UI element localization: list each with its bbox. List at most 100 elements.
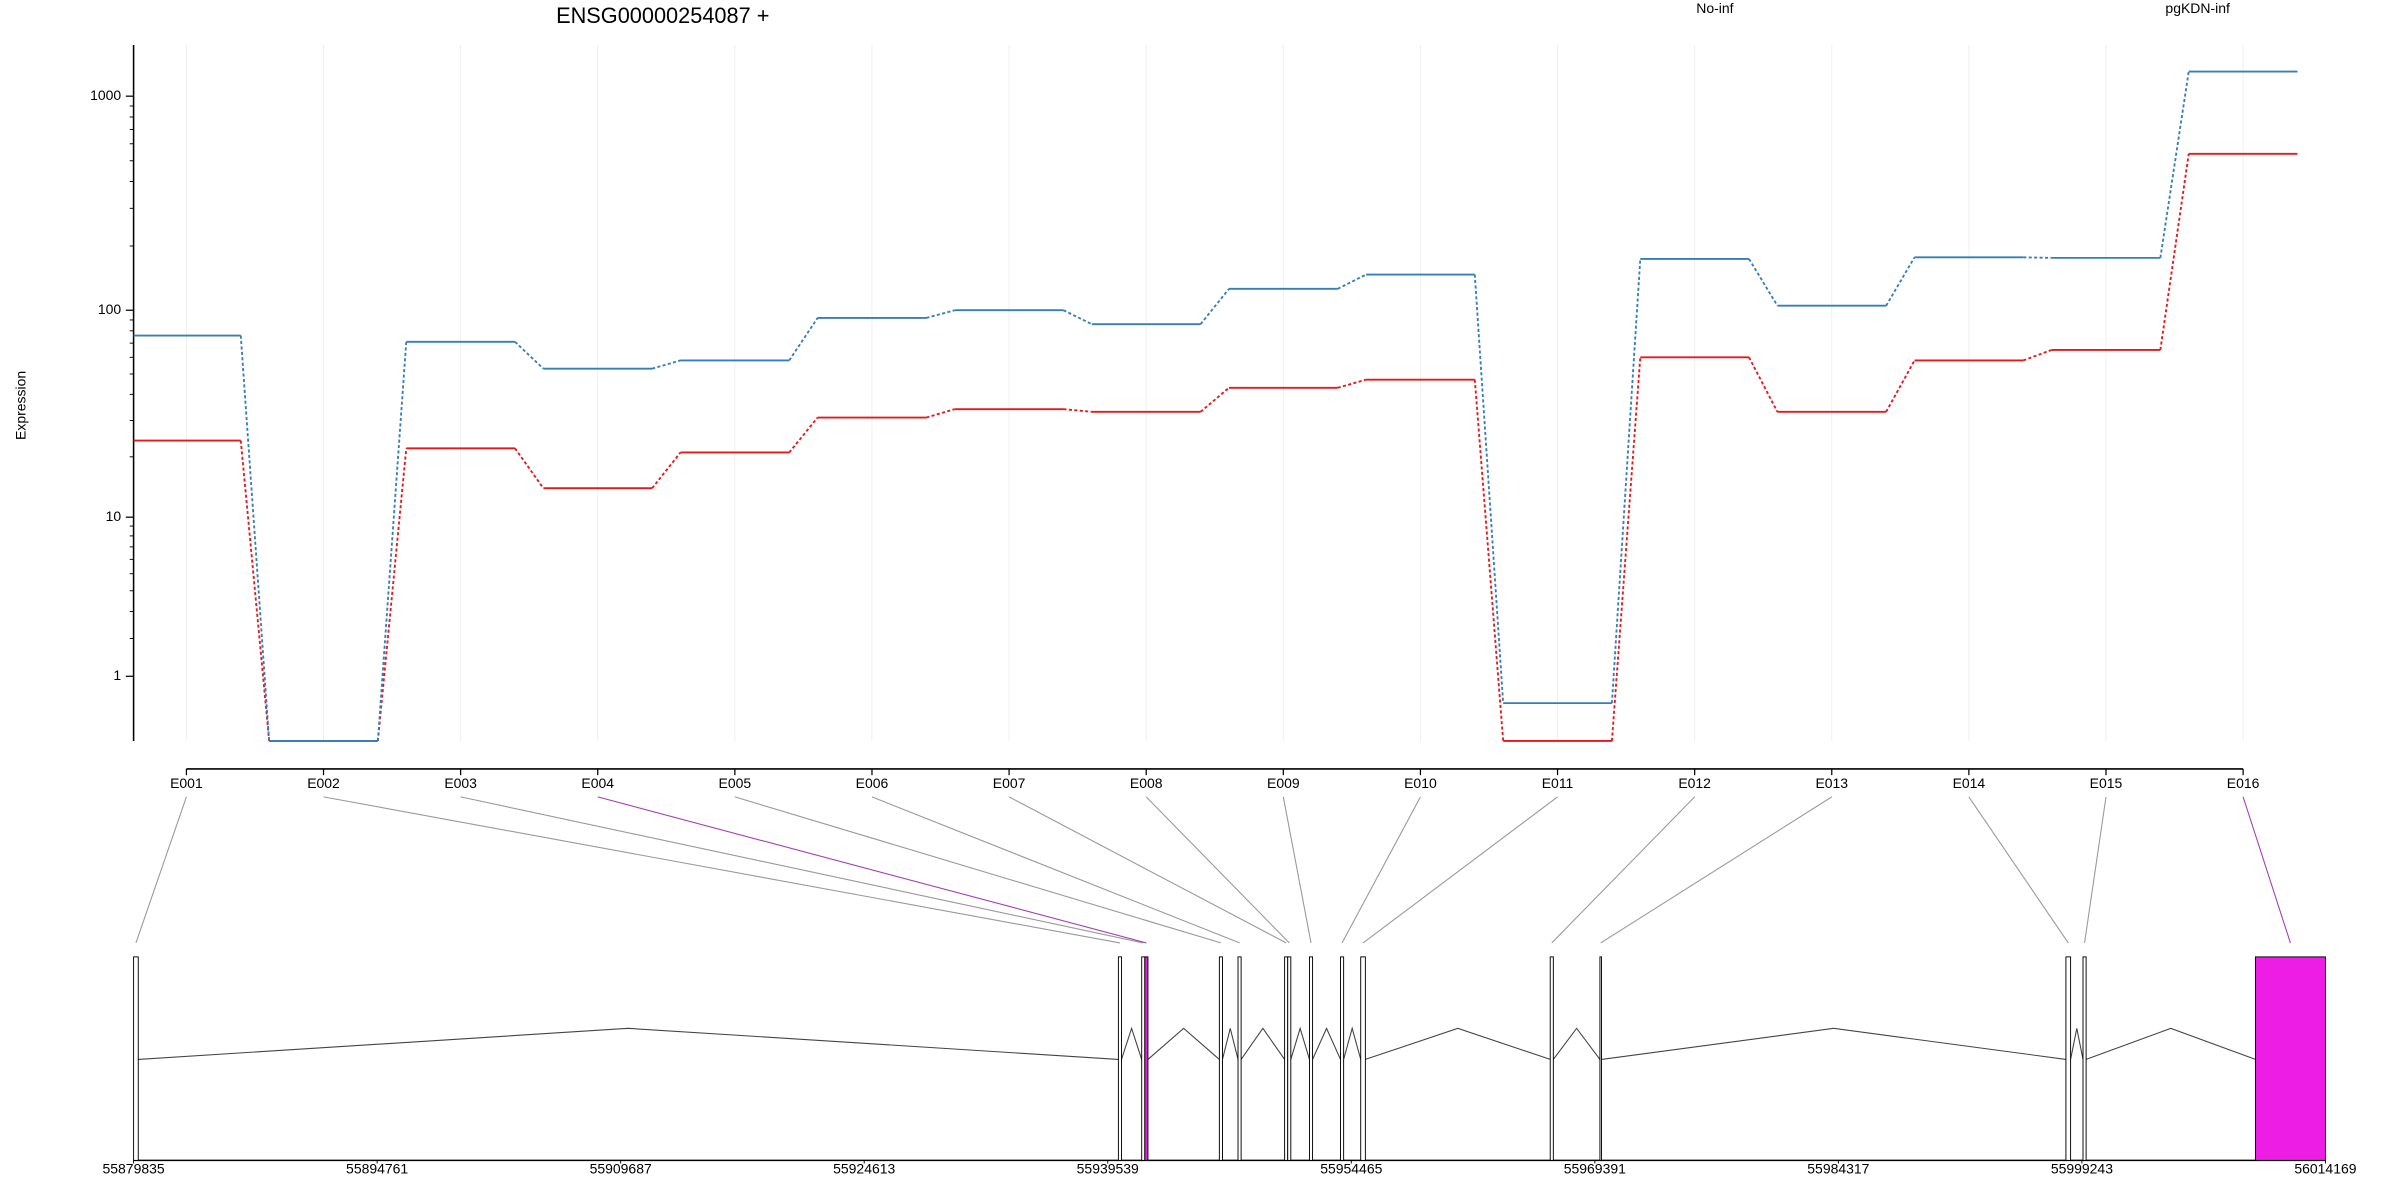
x-tick-label: E011	[1542, 775, 1574, 791]
connector	[788, 317, 819, 361]
exon-link	[597, 796, 1147, 944]
exon-link	[1362, 796, 1558, 944]
x-tick-label: E014	[1953, 775, 1986, 791]
x-tick-label: E004	[581, 775, 614, 791]
intron	[1343, 1026, 1362, 1060]
x-tick-label: E003	[444, 775, 477, 791]
connector	[1473, 379, 1505, 742]
connector	[2023, 256, 2052, 259]
exon	[1287, 956, 1292, 1161]
x-tick-label: E012	[1678, 775, 1711, 791]
connector	[1337, 378, 1367, 389]
intron	[1221, 1028, 1239, 1060]
genomic-tick-label: 55954465	[1320, 1160, 1382, 1176]
connector	[651, 451, 682, 489]
intron	[1601, 1027, 2066, 1060]
exon	[1144, 956, 1149, 1161]
x-tick-label: E010	[1404, 775, 1437, 791]
y-tick-label: 10	[106, 508, 122, 524]
genomic-tick-label: 55939539	[1077, 1160, 1139, 1176]
x-tick-label: E009	[1267, 775, 1300, 791]
connector	[2159, 153, 2190, 351]
connector	[1199, 288, 1230, 325]
exon	[133, 956, 139, 1161]
connector	[1885, 359, 1916, 413]
intron	[1552, 1027, 1601, 1060]
connector	[1473, 274, 1505, 704]
intron	[138, 1027, 1119, 1060]
genomic-tick-label: 55879835	[103, 1160, 165, 1176]
exon-link	[2242, 796, 2291, 944]
exon	[2065, 956, 2072, 1161]
connector	[2022, 349, 2052, 362]
exon-link	[1551, 796, 1696, 944]
genomic-tick-label: 55999243	[2051, 1160, 2113, 1176]
exon-link	[1145, 796, 1290, 944]
legend-label: pgKDN-inf	[2165, 0, 2230, 16]
y-axis-label: Expression	[12, 371, 28, 440]
x-tick-label: E015	[2090, 775, 2123, 791]
exon	[1599, 956, 1602, 1161]
y-tick-label: 1000	[90, 87, 121, 103]
connector	[1748, 258, 1779, 307]
exon-link	[135, 796, 187, 944]
x-tick-label: E007	[993, 775, 1026, 791]
exon	[1308, 956, 1314, 1161]
exon-link	[460, 796, 1144, 944]
connector	[788, 416, 819, 454]
connector	[1337, 273, 1367, 290]
connector	[2159, 71, 2190, 259]
connector	[239, 335, 271, 742]
intron	[1312, 1027, 1342, 1060]
x-tick-label: E008	[1130, 775, 1163, 791]
connector	[1199, 387, 1230, 413]
connector	[514, 447, 545, 489]
x-tick-label: E002	[307, 775, 340, 791]
chart-title: ENSG00000254087 +	[556, 3, 769, 28]
exon-link	[734, 796, 1222, 944]
intron	[1290, 1026, 1310, 1060]
exon-link	[1341, 796, 1421, 944]
intron	[1120, 1026, 1143, 1060]
exon	[1340, 956, 1345, 1161]
connector	[1885, 256, 1916, 307]
exon-link	[2084, 796, 2107, 943]
connector	[239, 440, 271, 742]
exon-link	[1600, 796, 1833, 944]
x-tick-label: E013	[1815, 775, 1848, 791]
intron	[2085, 1027, 2256, 1060]
connector	[1063, 309, 1093, 325]
connector	[1610, 357, 1642, 742]
connector	[376, 448, 408, 742]
x-tick-label: E005	[719, 775, 752, 791]
exon	[1141, 956, 1146, 1161]
y-tick-label: 1	[113, 667, 121, 683]
connector	[651, 359, 681, 370]
x-tick-label: E016	[2227, 775, 2260, 791]
exon	[2082, 956, 2087, 1161]
connector	[1748, 356, 1779, 413]
intron	[1365, 1027, 1551, 1060]
exon-link	[1008, 796, 1287, 944]
genomic-tick-label: 56014169	[2294, 1160, 2356, 1176]
exon	[1117, 956, 1122, 1161]
exon	[1549, 956, 1554, 1161]
genomic-tick-label: 55969391	[1564, 1160, 1626, 1176]
genomic-tick-label: 55984317	[1807, 1160, 1869, 1176]
intron	[1240, 1027, 1286, 1060]
exon	[1360, 956, 1366, 1161]
exon-link	[871, 796, 1240, 944]
exon-link	[323, 796, 1121, 944]
exon-link	[1968, 796, 2069, 944]
connector	[376, 341, 408, 742]
connector	[1063, 408, 1092, 413]
x-tick-label: E001	[170, 775, 203, 791]
connector	[514, 341, 545, 370]
connector	[926, 309, 955, 319]
genomic-tick-label: 55924613	[833, 1160, 895, 1176]
genomic-tick-label: 55894761	[346, 1160, 408, 1176]
connector	[926, 408, 955, 419]
intron	[2070, 1028, 2084, 1060]
exon	[2254, 956, 2326, 1161]
